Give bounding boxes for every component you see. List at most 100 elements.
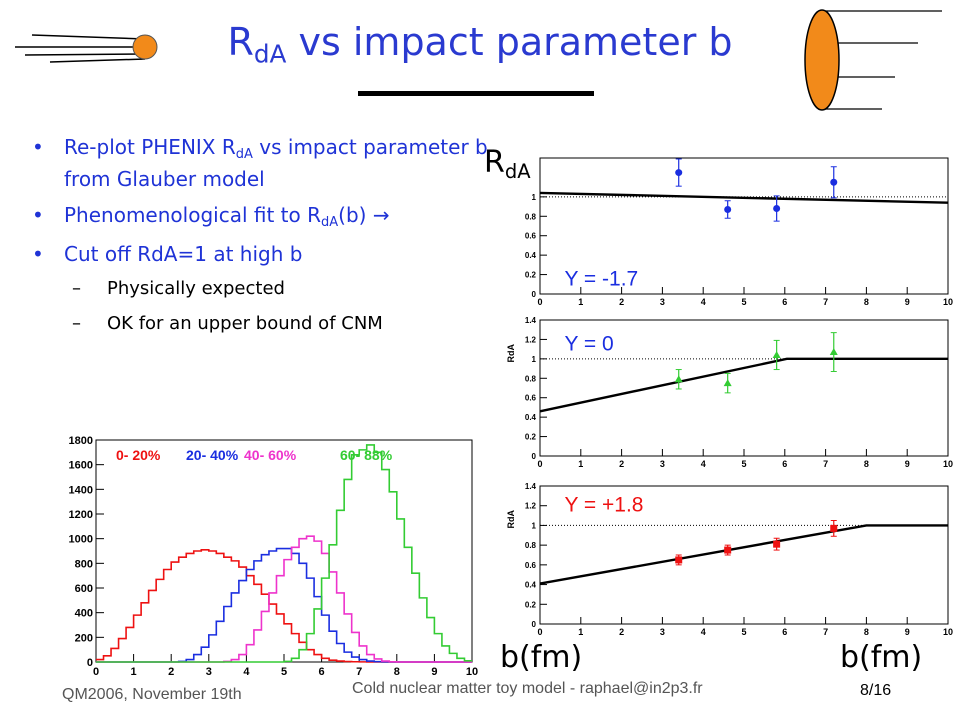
x-tick-label: 4: [701, 459, 706, 467]
x-tick-label: 10: [943, 627, 953, 637]
x-tick-label: 3: [206, 666, 212, 678]
y-tick-label: 1800: [69, 435, 93, 447]
data-point: [829, 348, 838, 356]
fit-curve: [539, 357, 948, 413]
plot-frame: [95, 439, 473, 663]
x-tick-label: 5: [281, 666, 287, 678]
y-tick-label: 0.4: [525, 581, 537, 590]
x-tick-label: 6: [319, 666, 325, 678]
legend-entry: 40- 60%: [244, 447, 297, 463]
y-tick-label: 0.6: [525, 394, 537, 403]
x-tick-label: 3: [660, 627, 665, 637]
title-underline: [358, 91, 594, 96]
legend-entry: 60- 88%: [340, 447, 393, 463]
legend-entry: 20- 40%: [186, 447, 239, 463]
y-tick-label: 0.6: [525, 561, 537, 570]
y-tick-label: 0.8: [525, 541, 537, 550]
data-point: [830, 178, 838, 186]
x-tick-label: 1: [578, 459, 583, 467]
sub-bullet-item: OK for an upper bound of CNM: [32, 310, 504, 337]
x-tick-label: 8: [864, 297, 869, 305]
x-tick-label: 8: [864, 627, 869, 637]
x-axis-label-left: b(fm): [500, 640, 583, 675]
y-tick-label: 0.2: [525, 433, 537, 442]
data-point: [830, 524, 838, 532]
rda-panel-y-minus: 00.20.40.60.810 1 2 3 4 5 6 7 8 9 10Y = -1.7: [525, 157, 953, 305]
y-tick-label: 200: [75, 632, 93, 644]
y-tick-label: 400: [75, 608, 93, 620]
x-tick-label: 9: [905, 297, 910, 305]
x-axis-label-right: b(fm): [840, 640, 923, 675]
y-tick-label: 0.8: [525, 374, 537, 383]
x-tick-label: 2: [168, 666, 174, 678]
panel-y-label: RdA: [506, 510, 516, 529]
y-tick-label: 0.4: [525, 251, 537, 260]
y-tick-label: 1.2: [525, 502, 537, 511]
x-tick-label: 7: [823, 297, 828, 305]
x-tick-label: 7: [823, 627, 828, 637]
y-tick-label: 1: [532, 521, 537, 530]
data-point: [675, 556, 683, 564]
page-title: RdA vs impact parameter b: [227, 20, 733, 69]
bullet-item: Cut off RdA=1 at high b: [32, 239, 504, 269]
bullet-item: Re-plot PHENIX RdA vs impact parameter b…: [32, 132, 504, 194]
x-tick-label: 6: [782, 459, 787, 467]
legend-entry: 0- 20%: [116, 447, 161, 463]
y-tick-label: 0: [532, 452, 537, 461]
data-point: [773, 205, 781, 213]
x-tick-label: 7: [356, 666, 362, 678]
x-tick-label: 2: [619, 459, 624, 467]
x-tick-label: 4: [701, 297, 706, 305]
footer-center: Cold nuclear matter toy model - raphael@…: [352, 680, 703, 697]
bullet-item: Phenomenological fit to RdA(b) →: [32, 200, 504, 232]
data-point: [675, 169, 683, 177]
x-tick-label: 2: [619, 297, 624, 305]
x-tick-label: 3: [660, 459, 665, 467]
data-point: [724, 546, 732, 554]
data-point: [723, 379, 732, 387]
x-tick-label: 1: [131, 666, 137, 678]
x-tick-label: 10: [943, 297, 953, 305]
y-tick-label: 1.2: [525, 335, 537, 344]
x-tick-label: 7: [823, 459, 828, 467]
x-tick-label: 6: [782, 627, 787, 637]
x-tick-label: 0: [537, 627, 542, 637]
x-tick-label: 4: [243, 666, 250, 678]
x-tick-label: 5: [741, 297, 746, 305]
data-point: [674, 375, 683, 383]
gold-nucleus-cartoon: [804, 9, 942, 111]
x-tick-label: 1: [578, 297, 583, 305]
panel-rapidity-label: Y = 0: [564, 332, 613, 355]
y-tick-label: 1000: [69, 534, 93, 546]
panel-rapidity-label: Y = +1.8: [564, 494, 643, 517]
y-tick-label: 0.4: [525, 413, 537, 422]
data-point: [773, 540, 781, 548]
y-tick-label: 1.4: [525, 482, 537, 491]
x-tick-label: 3: [660, 297, 665, 305]
x-tick-label: 10: [466, 666, 478, 678]
histogram-series-60-88-: [96, 444, 472, 663]
y-tick-label: 1600: [69, 460, 93, 472]
x-tick-label: 5: [741, 627, 746, 637]
y-tick-label: 1: [532, 355, 537, 364]
fit-curve: [539, 191, 949, 204]
x-tick-label: 9: [905, 459, 910, 467]
impact-parameter-histogram: 0 200 400 600 800 1000 1200 1400 1600 1800 0 1 2 3 4 5 6…: [69, 435, 479, 678]
x-tick-label: 0: [537, 459, 542, 467]
x-tick-label: 9: [905, 627, 910, 637]
rda-axis-label: RdA: [484, 145, 531, 183]
histogram-series-40-60-: [96, 535, 472, 663]
bullet-list: Re-plot PHENIX RdA vs impact parameter b…: [32, 132, 504, 345]
x-tick-label: 9: [431, 666, 437, 678]
sub-bullet-item: Physically expected: [32, 275, 504, 302]
x-tick-label: 0: [93, 666, 99, 678]
y-tick-label: 1.4: [525, 316, 537, 325]
y-tick-label: 0: [532, 290, 537, 299]
x-tick-label: 6: [782, 297, 787, 305]
x-tick-label: 10: [943, 459, 953, 467]
x-tick-label: 8: [394, 666, 400, 678]
fit-curve: [539, 524, 948, 585]
y-tick-label: 1200: [69, 509, 93, 521]
rda-panel-y-zero: 0 0.2 0.4 0.6 0.8 1 1.2 1.4 0 1 2 3 4 5 6 7 8 9 10 RdA Y = 0: [506, 316, 953, 467]
histogram-series-0-20-: [96, 548, 472, 663]
